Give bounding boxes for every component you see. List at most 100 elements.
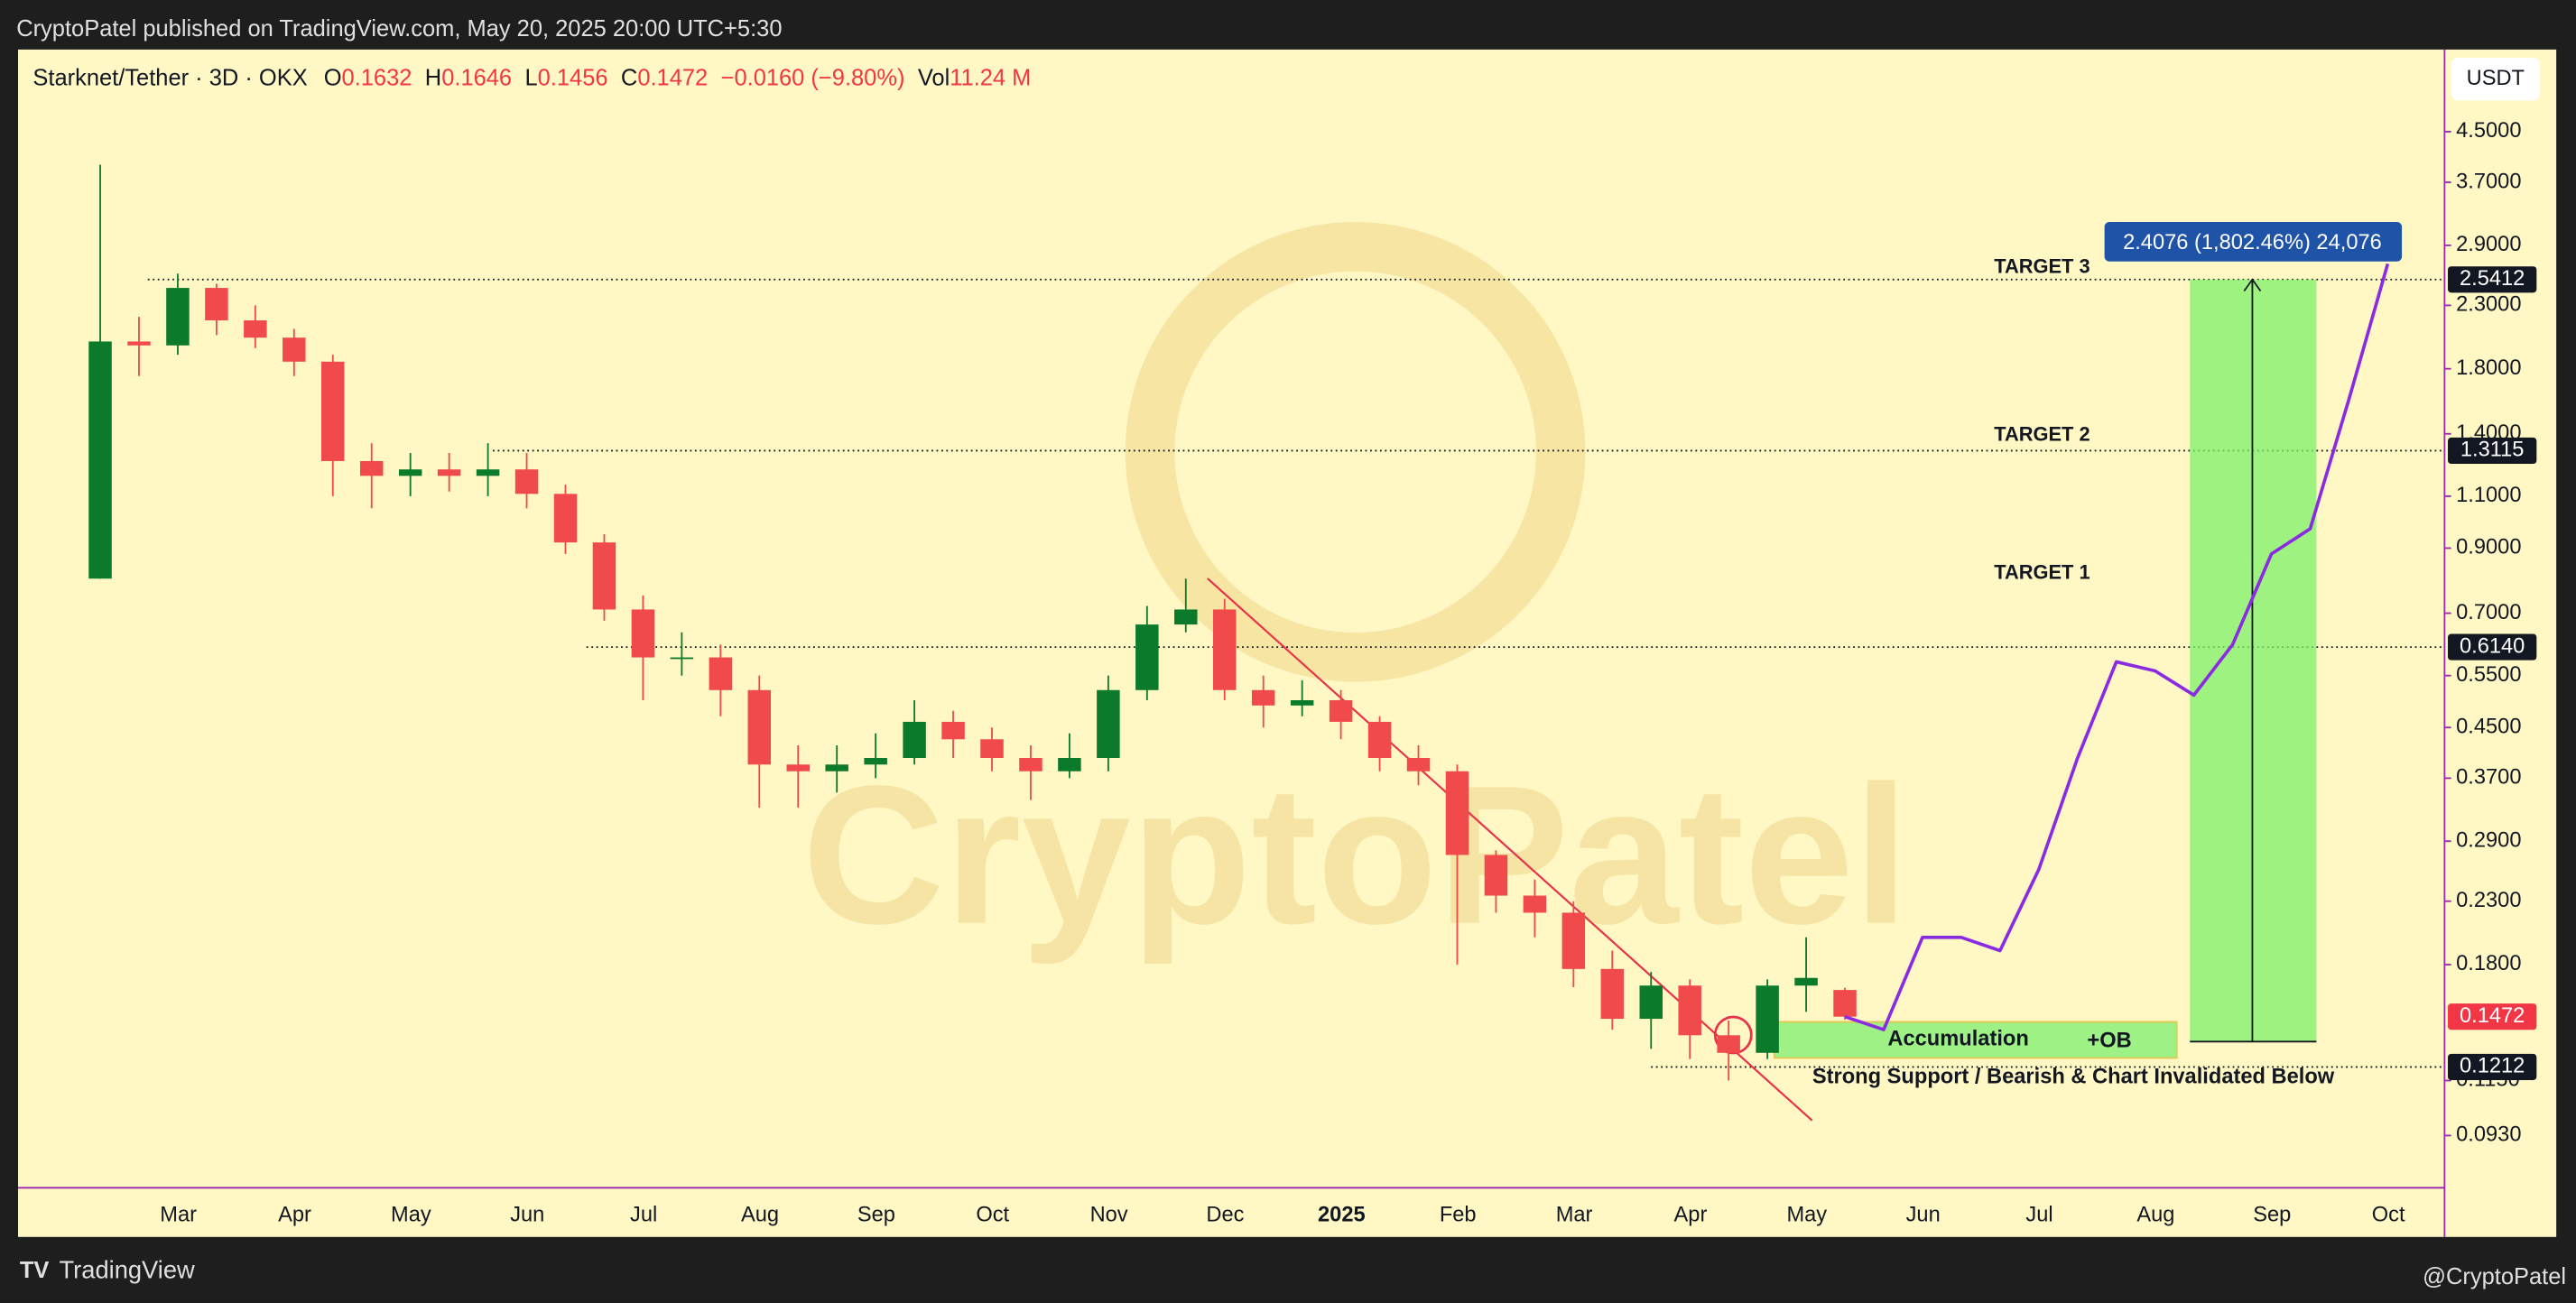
- candle-body: [127, 341, 151, 346]
- x-tick-label: Mar: [1556, 1203, 1593, 1226]
- candle-body: [1639, 985, 1663, 1020]
- price-tag: [2448, 266, 2537, 293]
- l-value: 0.1456: [538, 65, 608, 90]
- candle-body: [359, 460, 384, 476]
- y-tick-label: 2.3000: [2456, 293, 2521, 317]
- candle-body: [1406, 758, 1431, 772]
- x-tick-label: Sep: [2253, 1203, 2291, 1226]
- x-tick-label: Oct: [2372, 1203, 2405, 1226]
- o-value: 0.1632: [342, 65, 412, 90]
- y-tick-label: 0.3700: [2456, 766, 2521, 790]
- y-tick-label: 4.5000: [2456, 119, 2521, 143]
- x-tick-label: Jul: [630, 1203, 657, 1226]
- measure-label-bg: [2104, 222, 2403, 262]
- y-tick-label: 0.1800: [2456, 952, 2521, 975]
- current-price-tag: [2448, 1003, 2537, 1030]
- projection-line: [1844, 263, 2390, 1031]
- candle-body: [631, 609, 655, 658]
- candle-body: [1717, 1035, 1740, 1053]
- candle-body: [553, 494, 578, 543]
- y-tick-label: 0.2300: [2456, 889, 2521, 912]
- candle-body: [1213, 609, 1237, 690]
- candle-body: [1097, 689, 1120, 759]
- x-tick-label: Jun: [510, 1203, 544, 1226]
- price-tag-label: 1.3115: [2460, 439, 2525, 462]
- target-label: TARGET 1: [1994, 560, 2090, 583]
- x-tick-label: Mar: [160, 1203, 197, 1226]
- currency[interactable]: USDT: [2467, 67, 2525, 90]
- vol-value: 11.24 M: [950, 65, 1031, 90]
- x-tick-label: Jul: [2025, 1203, 2052, 1226]
- y-tick-label: 1.1000: [2456, 484, 2521, 507]
- symbol: Starknet/Tether · 3D · OKX: [32, 65, 307, 90]
- vol-label: Vol: [918, 65, 950, 90]
- x-tick-label: Feb: [1440, 1203, 1477, 1226]
- candle-body: [1523, 895, 1547, 913]
- currency-button[interactable]: [2451, 58, 2540, 101]
- o-label: O: [324, 65, 342, 90]
- accumulation-label: Accumulation: [1887, 1028, 2028, 1051]
- x-tick-label: Oct: [976, 1203, 1009, 1226]
- candle-body: [1600, 968, 1625, 1020]
- price-tag-label: 0.6140: [2460, 634, 2525, 658]
- watermark: CryptoPatel: [802, 222, 1909, 966]
- brand-logo: TV: [20, 1258, 50, 1283]
- x-tick-label: Sep: [857, 1203, 895, 1226]
- candle-body: [476, 469, 500, 476]
- x-tick-label: Aug: [741, 1203, 779, 1226]
- candle-body: [1445, 771, 1469, 855]
- y-tick-label: 0.9000: [2456, 536, 2521, 559]
- x-tick-label: Jun: [1906, 1203, 1941, 1226]
- price-tag: [2448, 633, 2537, 661]
- candle-body: [1290, 700, 1314, 706]
- candle-body: [903, 721, 926, 759]
- author: @CryptoPatel: [2423, 1264, 2566, 1289]
- y-tick-label: 2.9000: [2456, 233, 2521, 256]
- candle-body: [88, 341, 112, 579]
- x-tick-label: Nov: [1090, 1203, 1128, 1226]
- x-tick-label: Aug: [2136, 1203, 2174, 1226]
- candle-body: [864, 758, 887, 765]
- arrow-head: [2243, 278, 2262, 292]
- y-tick-label: 0.4500: [2456, 715, 2521, 738]
- y-tick-label: 0.5500: [2456, 663, 2521, 687]
- current-price-label: 0.1472: [2460, 1004, 2525, 1028]
- x-tick-label: Dec: [1206, 1203, 1244, 1226]
- candle-body: [244, 320, 267, 338]
- candle-body: [1135, 624, 1159, 690]
- price-tag: [2448, 1053, 2537, 1080]
- target-label: TARGET 2: [1994, 422, 2090, 445]
- candle-body: [437, 469, 461, 476]
- c-label: C: [621, 65, 637, 90]
- target-label: TARGET 3: [1994, 255, 2090, 278]
- candle-body: [1794, 977, 1818, 986]
- c-value: 0.1472: [637, 65, 708, 90]
- change: −0.0160 (−9.80%): [721, 65, 905, 90]
- published: CryptoPatel published on TradingView.com…: [16, 16, 782, 42]
- watermark-text: CryptoPatel: [802, 745, 1909, 966]
- price-tag: [2448, 437, 2537, 465]
- x-tick-label: May: [391, 1203, 431, 1226]
- support-note: Strong Support / Bearish & Chart Invalid…: [1812, 1066, 2335, 1089]
- y-tick-label: 3.7000: [2456, 170, 2521, 193]
- accumulation-zone: [1773, 1021, 2178, 1059]
- candle-body: [1058, 758, 1081, 772]
- y-tick-label: 0.2900: [2456, 828, 2521, 852]
- y-tick-label: 0.0930: [2456, 1123, 2521, 1147]
- watermark-logo: [1125, 222, 1586, 682]
- x-tick-label: Apr: [1674, 1203, 1708, 1226]
- candle-body: [670, 657, 694, 660]
- candle-body: [205, 288, 228, 321]
- h-label: H: [425, 65, 441, 90]
- breakout-circle: [1713, 1015, 1753, 1055]
- candle-body: [980, 739, 1004, 759]
- candle-body: [592, 542, 616, 610]
- candle-body: [825, 764, 848, 772]
- h-value: 0.1646: [441, 65, 512, 90]
- candle-body: [1561, 912, 1586, 969]
- measure-label: 2.4076 (1,802.46%) 24,076: [2123, 231, 2382, 254]
- candle-body: [709, 657, 733, 690]
- l-label: L: [524, 65, 537, 90]
- candle-body: [786, 764, 810, 772]
